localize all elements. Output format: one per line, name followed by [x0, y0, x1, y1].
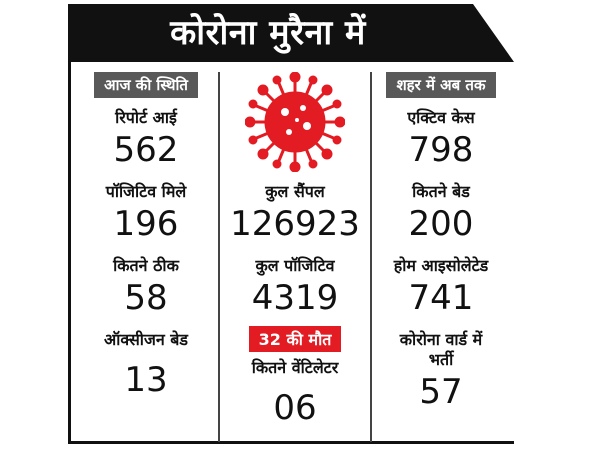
title-banner: कोरोना मुरैना में — [68, 4, 514, 62]
total-samples-value: 126923 — [230, 204, 360, 244]
today-status-column: आज की स्थिति रिपोर्ट आई 562 पॉजिटिव मिले… — [78, 72, 214, 412]
oxygen-beds-label: ऑक्सीजन बेड — [104, 330, 188, 349]
positive-found-label: पॉजिटिव मिले — [105, 182, 187, 201]
today-status-header: आज की स्थिति — [94, 72, 198, 98]
ventilators-label: कितने वेंटिलेटर — [251, 358, 339, 377]
recovered-value: 58 — [124, 278, 168, 318]
column-divider-left — [218, 72, 220, 442]
active-cases-label: एक्टिव केस — [407, 108, 475, 127]
infographic-card — [68, 4, 514, 444]
beds-label: कितने बेड — [412, 182, 470, 201]
column-divider-right — [370, 72, 372, 442]
total-samples-label: कुल सैंपल — [265, 182, 325, 201]
home-isolated-value: 741 — [408, 278, 474, 318]
city-so-far-column: शहर में अब तक एक्टिव केस 798 कितने बेड 2… — [376, 72, 506, 424]
reports-label: रिपोर्ट आई — [115, 108, 177, 127]
corona-ward-label: कोरोना वार्ड में भर्ती — [399, 330, 483, 369]
active-cases-value: 798 — [408, 130, 474, 170]
coronavirus-icon — [245, 72, 345, 172]
ventilators-value: 06 — [273, 388, 317, 428]
totals-column: कुल सैंपल 126923 कुल पॉजिटिव 4319 32 की … — [222, 72, 368, 440]
home-isolated-label: होम आइसोलेटेड — [393, 256, 489, 275]
page-title: कोरोना मुरैना में — [170, 13, 366, 53]
total-positive-value: 4319 — [251, 278, 339, 318]
banner-shape — [68, 4, 514, 62]
deaths-badge: 32 की मौत — [248, 326, 342, 352]
recovered-label: कितने ठीक — [113, 256, 179, 275]
positive-found-value: 196 — [113, 204, 179, 244]
city-so-far-header: शहर में अब तक — [386, 72, 496, 98]
corona-ward-value: 57 — [419, 372, 463, 412]
total-positive-label: कुल पॉजिटिव — [255, 256, 335, 275]
oxygen-beds-value: 13 — [124, 360, 168, 400]
reports-value: 562 — [113, 130, 179, 170]
beds-value: 200 — [408, 204, 474, 244]
